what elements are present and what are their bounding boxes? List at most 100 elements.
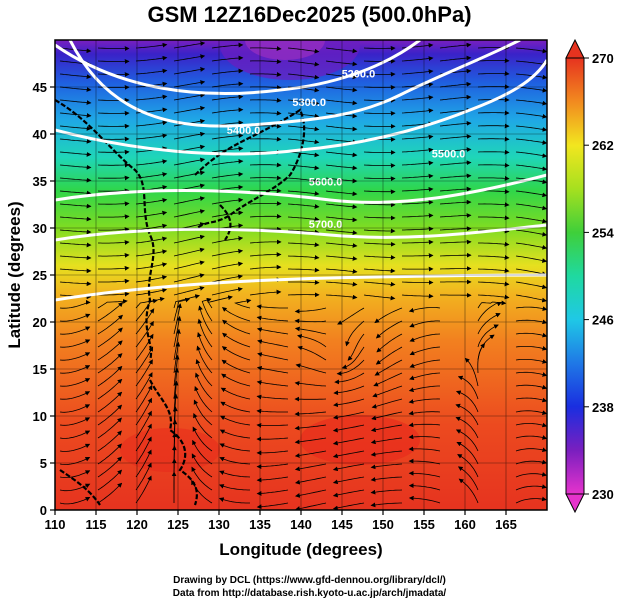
streamline	[515, 112, 547, 119]
streamline	[173, 92, 206, 101]
streamline	[297, 334, 327, 348]
colorbar-labels: 270 262 254 246 238 230	[584, 51, 614, 502]
streamline	[59, 216, 92, 222]
streamline	[173, 260, 205, 270]
streamline	[197, 318, 213, 348]
streamline	[256, 436, 289, 442]
streamline	[249, 239, 282, 245]
streamline	[294, 437, 327, 445]
streamline	[325, 203, 358, 210]
streamline	[97, 482, 123, 504]
colorbar-body	[565, 57, 585, 495]
streamline	[256, 315, 289, 322]
streamline	[211, 81, 244, 88]
streamline	[515, 229, 547, 237]
streamline	[135, 120, 168, 127]
streamline	[287, 242, 320, 248]
streamline	[370, 463, 403, 470]
streamline	[409, 346, 441, 356]
streamline	[363, 110, 396, 116]
streamline	[234, 298, 252, 309]
streamline	[515, 472, 547, 478]
streamline	[97, 201, 130, 207]
streamline	[455, 390, 479, 413]
streamline	[363, 255, 396, 260]
streamline	[207, 295, 233, 309]
streamline	[220, 401, 251, 413]
streamline	[515, 47, 547, 54]
streamline	[219, 429, 251, 439]
streamline	[221, 373, 251, 387]
streamline	[287, 60, 320, 67]
colorbar-label: 238	[592, 400, 614, 415]
streamline	[211, 107, 244, 114]
colorbar: 270 262 254 246 238 230	[565, 38, 614, 514]
streamline	[325, 99, 358, 106]
streamline	[439, 239, 472, 245]
streamline	[515, 164, 547, 172]
streamline	[97, 314, 123, 335]
streamline	[249, 136, 282, 142]
streamline	[334, 372, 365, 385]
streamline	[59, 203, 92, 209]
streamline	[219, 484, 250, 491]
streamline	[97, 227, 130, 232]
streamline	[401, 160, 434, 166]
streamline	[288, 267, 320, 273]
streamline	[332, 489, 365, 498]
streamline	[408, 385, 440, 393]
streamline	[515, 242, 547, 250]
streamline	[477, 58, 510, 64]
streamline	[439, 226, 472, 232]
streamline	[409, 372, 441, 381]
streamline	[287, 203, 320, 209]
streamline	[219, 443, 251, 452]
streamline	[371, 398, 403, 409]
streamline	[195, 372, 213, 400]
streamline	[370, 424, 403, 433]
streamline	[477, 268, 510, 273]
streamline	[401, 95, 434, 101]
streamline	[287, 229, 320, 235]
streamline	[221, 346, 251, 361]
streamline	[173, 196, 205, 205]
streamline	[458, 478, 479, 504]
streamline	[211, 42, 244, 49]
streamline	[211, 133, 244, 140]
streamline	[370, 502, 402, 508]
streamline	[297, 345, 327, 361]
streamline	[341, 346, 365, 370]
streamline	[59, 138, 92, 144]
streamline	[97, 214, 130, 220]
streamline	[401, 213, 434, 218]
streamline	[191, 466, 213, 491]
streamline	[515, 99, 547, 106]
x-tick-label: 155	[413, 517, 435, 532]
streamline	[478, 202, 510, 208]
streamline	[256, 450, 289, 456]
streamline	[477, 136, 510, 142]
streamline	[402, 239, 434, 245]
y-tick-label: 35	[33, 174, 47, 189]
streamline	[135, 288, 168, 296]
streamline	[195, 358, 213, 387]
streamline	[249, 213, 282, 219]
streamline	[363, 189, 396, 195]
streamline	[332, 437, 365, 446]
streamline	[294, 318, 327, 324]
x-axis-ticks: 110 115 120 125 130 135 140 145 150 155 160 165	[45, 510, 517, 532]
streamline	[97, 302, 124, 322]
streamline	[370, 437, 403, 445]
streamline	[457, 466, 479, 491]
streamline	[345, 320, 365, 347]
streamline	[218, 497, 250, 504]
streamline	[211, 236, 244, 244]
streamline	[408, 470, 441, 478]
streamline	[287, 216, 320, 222]
streamline	[97, 149, 130, 155]
streamline	[249, 264, 282, 270]
streamline	[59, 339, 91, 348]
streamline	[221, 359, 251, 374]
streamline	[219, 457, 251, 465]
